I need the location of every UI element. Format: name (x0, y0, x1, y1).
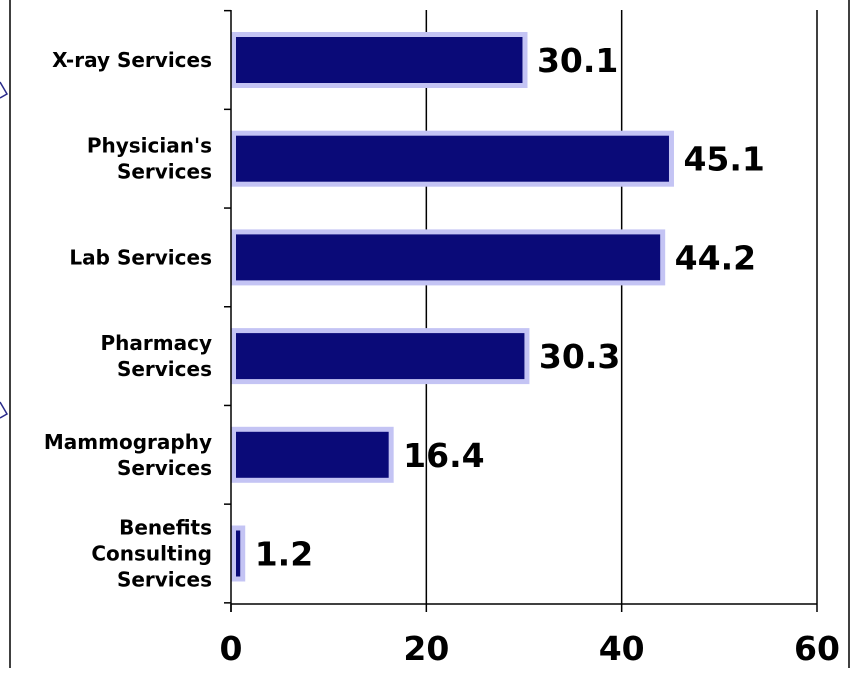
x-tick-label: 40 (599, 629, 645, 668)
value-label: 1.2 (255, 535, 313, 574)
x-tick-label: 0 (220, 629, 243, 668)
category-label-line: Physician's (87, 134, 212, 158)
category-label: Mammography Services (44, 430, 212, 480)
category-label-line: X-ray Services (52, 48, 212, 72)
category-label: Pharmacy Services (101, 331, 212, 381)
value-label: 30.1 (537, 41, 618, 80)
bar (231, 130, 674, 187)
axes (224, 9, 818, 612)
bar (231, 229, 666, 286)
x-tick-labels: 0 20 40 60 (220, 629, 840, 668)
category-label-line: Services (117, 357, 212, 381)
edge-arrow-icon (0, 81, 9, 99)
value-label: 16.4 (403, 436, 484, 475)
bar (231, 32, 528, 88)
bar (231, 328, 530, 385)
value-label: 30.3 (539, 337, 620, 376)
category-label-line: Benefits (119, 516, 212, 540)
bar (231, 525, 246, 582)
value-labels: 30.1 45.1 44.2 30.3 16.4 1.2 (255, 41, 765, 574)
value-label: 44.2 (675, 238, 756, 277)
category-label-line: Services (117, 456, 212, 480)
gridlines (425, 10, 818, 604)
category-label-line: Pharmacy (101, 331, 212, 355)
category-label: Lab Services (69, 245, 212, 269)
edge-arrow-icon (0, 401, 9, 419)
category-label: Physician's Services (87, 134, 212, 184)
bars (231, 32, 674, 582)
x-tick-label: 60 (794, 629, 840, 668)
value-label: 45.1 (683, 140, 764, 179)
category-label-line: Services (117, 568, 212, 592)
category-label: X-ray Services (52, 48, 212, 72)
category-label-line: Mammography (44, 430, 212, 454)
category-label: Benefits Consulting Services (91, 516, 212, 592)
bar (231, 426, 394, 483)
category-label-line: Services (117, 160, 212, 184)
x-tick-label: 20 (403, 629, 449, 668)
category-label-line: Consulting (91, 542, 212, 566)
category-label-line: Lab Services (69, 245, 212, 269)
